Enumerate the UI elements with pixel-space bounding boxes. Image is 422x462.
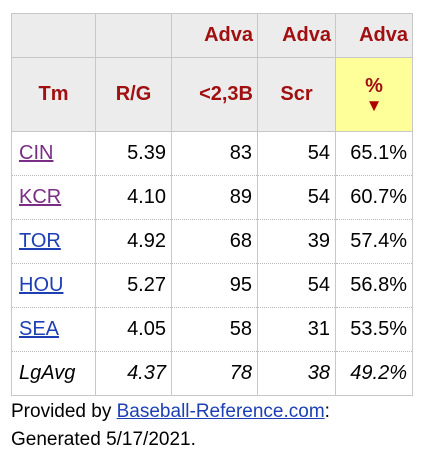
team-link-kcr[interactable]: KCR: [19, 186, 62, 208]
team-stats-table: Adva Adva Adva Tm R/G <2,3B Scr % ▼ CIN …: [11, 13, 413, 396]
over-header-rpg: [95, 13, 172, 58]
column-header-adv-pct-label: %: [365, 74, 383, 97]
over-header-adv-lt: Adva: [171, 13, 258, 58]
adv-pct-cell: 60.7%: [335, 175, 413, 220]
league-average-row: LgAvg 4.37 78 38 49.2%: [11, 351, 413, 396]
adv-lt-cell: 95: [171, 263, 258, 308]
over-header-adv-scr: Adva: [257, 13, 336, 58]
over-header-team: [11, 13, 96, 58]
rpg-cell: 4.05: [95, 307, 172, 352]
adv-scr-cell: 54: [257, 263, 336, 308]
adv-lt-cell: 68: [171, 219, 258, 264]
adv-scr-cell: 39: [257, 219, 336, 264]
column-header-rpg[interactable]: R/G: [95, 57, 172, 132]
adv-pct-cell: 57.4%: [335, 219, 413, 264]
generated-date: Generated 5/17/2021.: [11, 429, 196, 450]
adv-pct-cell: 49.2%: [335, 351, 413, 396]
adv-lt-cell: 89: [171, 175, 258, 220]
column-header-adv-scr[interactable]: Scr: [257, 57, 336, 132]
credit-line: Provided by Baseball-Reference.com:: [11, 398, 330, 426]
adv-pct-cell: 65.1%: [335, 131, 413, 176]
rpg-cell: 4.37: [95, 351, 172, 396]
adv-lt-cell: 58: [171, 307, 258, 352]
source-link[interactable]: Baseball-Reference.com: [116, 401, 325, 422]
column-header-team[interactable]: Tm: [11, 57, 96, 132]
team-link-cin[interactable]: CIN: [19, 142, 54, 164]
credit-footer: Provided by Baseball-Reference.com: Gene…: [11, 398, 330, 454]
adv-scr-cell: 31: [257, 307, 336, 352]
adv-scr-cell: 54: [257, 175, 336, 220]
team-cell: KCR: [11, 175, 96, 220]
team-link-hou[interactable]: HOU: [19, 274, 64, 296]
table-row: HOU 5.27 95 54 56.8%: [11, 263, 413, 308]
column-header-row: Tm R/G <2,3B Scr % ▼: [11, 57, 413, 132]
rpg-cell: 5.27: [95, 263, 172, 308]
adv-lt-cell: 83: [171, 131, 258, 176]
adv-scr-cell: 54: [257, 131, 336, 176]
team-cell: TOR: [11, 219, 96, 264]
adv-pct-cell: 53.5%: [335, 307, 413, 352]
table-row: KCR 4.10 89 54 60.7%: [11, 175, 413, 220]
rpg-cell: 5.39: [95, 131, 172, 176]
league-average-label: LgAvg: [11, 351, 96, 396]
table-row: SEA 4.05 58 31 53.5%: [11, 307, 413, 352]
over-header-row: Adva Adva Adva: [11, 13, 413, 58]
sort-descending-icon: ▼: [365, 95, 383, 115]
team-cell: HOU: [11, 263, 96, 308]
column-header-adv-lt[interactable]: <2,3B: [171, 57, 258, 132]
credit-suffix: :: [324, 401, 330, 422]
credit-prefix: Provided by: [11, 401, 117, 422]
over-header-adv-pct: Adva: [335, 13, 413, 58]
adv-lt-cell: 78: [171, 351, 258, 396]
table-row: CIN 5.39 83 54 65.1%: [11, 131, 413, 176]
team-link-sea[interactable]: SEA: [19, 318, 60, 340]
table-row: TOR 4.92 68 39 57.4%: [11, 219, 413, 264]
column-header-adv-pct-sorted[interactable]: % ▼: [335, 57, 413, 132]
adv-scr-cell: 38: [257, 351, 336, 396]
team-cell: SEA: [11, 307, 96, 352]
rpg-cell: 4.92: [95, 219, 172, 264]
adv-pct-cell: 56.8%: [335, 263, 413, 308]
rpg-cell: 4.10: [95, 175, 172, 220]
team-cell: CIN: [11, 131, 96, 176]
team-link-tor[interactable]: TOR: [19, 230, 61, 252]
